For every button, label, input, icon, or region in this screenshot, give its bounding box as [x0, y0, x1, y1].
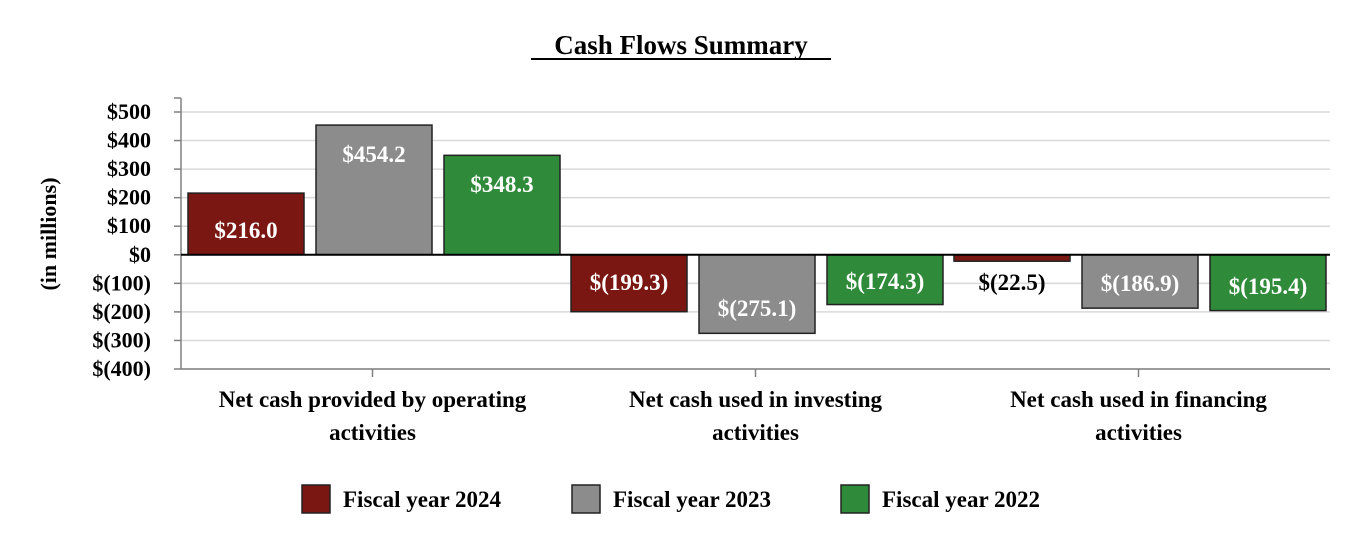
- y-tick-label: $(100): [92, 270, 151, 295]
- data-label: $(195.4): [1229, 274, 1308, 299]
- bar: [826, 254, 944, 306]
- bar: [570, 254, 688, 313]
- category-label: Net cash used in financing: [1010, 387, 1267, 412]
- y-tick-label: $(400): [92, 356, 151, 381]
- legend-label: Fiscal year 2022: [882, 487, 1040, 512]
- legend-label: Fiscal year 2023: [613, 487, 771, 512]
- bar: [698, 254, 816, 335]
- category-label: Net cash used in investing: [629, 387, 883, 412]
- y-tick-label: $300: [107, 156, 151, 181]
- y-tick-label: $(200): [92, 299, 151, 324]
- legend-swatch: [571, 484, 601, 514]
- y-tick-label: $(300): [92, 327, 151, 352]
- data-label: $348.3: [470, 172, 533, 197]
- data-label: $(199.3): [590, 270, 669, 295]
- data-label: $(174.3): [846, 269, 925, 294]
- legend-label: Fiscal year 2024: [343, 487, 501, 512]
- category-labels: Net cash provided by operating activities…: [219, 387, 1268, 445]
- data-label: $216.0: [214, 218, 277, 243]
- legend-swatch: [840, 484, 870, 514]
- bar: [187, 192, 305, 256]
- data-label: $454.2: [342, 142, 405, 167]
- legend: Fiscal year 2024 Fiscal year 2023 Fiscal y…: [301, 484, 1040, 514]
- data-label: $(186.9): [1101, 271, 1180, 296]
- category-label: activities: [329, 420, 416, 445]
- axes: [174, 97, 1330, 377]
- bar: [1081, 254, 1199, 309]
- category-label: activities: [712, 420, 799, 445]
- chart-title-group: Cash Flows Summary: [531, 30, 831, 60]
- data-label: $(275.1): [718, 296, 797, 321]
- chart-title: Cash Flows Summary: [554, 30, 808, 60]
- y-tick-label: $400: [107, 128, 151, 153]
- y-tick-label: $0: [129, 242, 151, 267]
- category-label: activities: [1095, 420, 1182, 445]
- data-labels: $216.0 $(199.3) $(22.5) $454.2 $(275.1) $(186…: [214, 142, 1307, 321]
- y-axis-label: (in millions): [36, 177, 61, 290]
- y-tick-label: $200: [107, 185, 151, 210]
- bars: [187, 124, 1327, 335]
- y-tick-label: $100: [107, 213, 151, 238]
- data-label: $(22.5): [978, 270, 1045, 295]
- y-tick-label: $500: [107, 99, 151, 124]
- bar: [443, 154, 561, 256]
- y-tick-labels: $500 $400 $300 $200 $100 $0 $(100) $(200) $(300)…: [92, 99, 151, 381]
- legend-swatch: [301, 484, 331, 514]
- category-label: Net cash provided by operating: [219, 387, 527, 412]
